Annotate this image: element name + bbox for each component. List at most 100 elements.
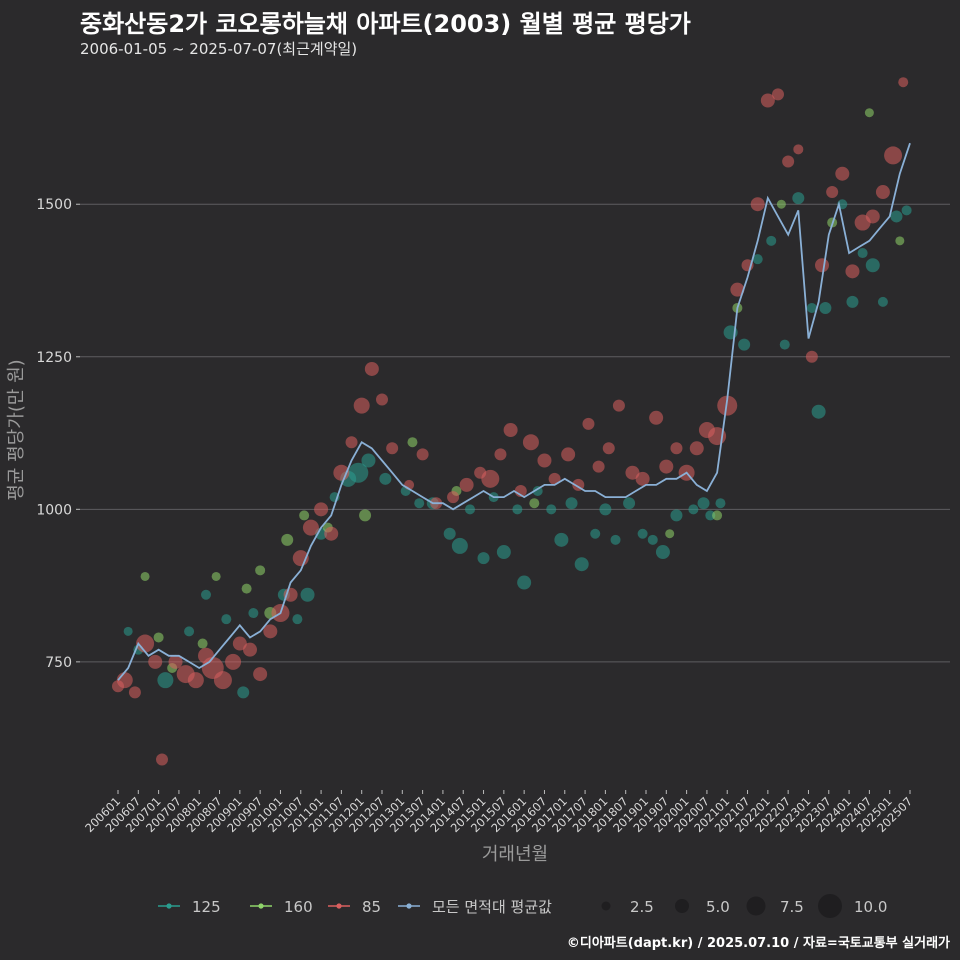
data-point-85 <box>625 465 640 480</box>
data-point-125 <box>610 534 621 545</box>
data-point-85 <box>592 460 605 473</box>
data-point-125 <box>766 235 777 246</box>
data-point-125 <box>623 497 636 510</box>
legend-key-dot <box>258 903 264 909</box>
data-point-85 <box>243 642 257 657</box>
data-point-125 <box>379 472 392 485</box>
data-point-125 <box>688 504 699 515</box>
data-point-125 <box>846 295 859 308</box>
data-point-85 <box>494 448 507 461</box>
data-point-125 <box>599 503 612 516</box>
data-point-125 <box>123 626 133 636</box>
size-legend-label: 10.0 <box>854 898 887 916</box>
source-caption: ©디아파트(dapt.kr) / 2025.07.10 / 자료=국토교통부 실… <box>566 936 950 951</box>
data-point-125 <box>512 504 523 515</box>
data-point-125 <box>715 498 726 509</box>
data-point-85 <box>459 477 474 492</box>
legend-key-dot <box>336 903 342 909</box>
data-point-125 <box>237 686 250 699</box>
data-point-85 <box>635 471 650 486</box>
data-point-125 <box>752 254 763 265</box>
data-point-85 <box>364 361 379 376</box>
data-point-125 <box>443 527 456 540</box>
data-point-85 <box>136 634 155 653</box>
data-point-125 <box>890 210 903 223</box>
data-point-85 <box>481 469 500 488</box>
data-point-125 <box>348 462 369 483</box>
data-point-125 <box>157 672 174 689</box>
data-point-160 <box>776 199 786 209</box>
data-point-85 <box>386 442 399 455</box>
data-point-85 <box>730 282 745 297</box>
data-point-85 <box>602 442 615 455</box>
data-point-85 <box>447 491 460 504</box>
data-point-85 <box>760 93 775 108</box>
data-point-85 <box>659 459 674 474</box>
size-legend-circle <box>675 899 689 913</box>
data-point-125 <box>779 339 790 350</box>
data-point-125 <box>546 504 557 515</box>
y-tick-label: 1500 <box>36 197 72 213</box>
y-axis-title: 평균 평당가(만 원) <box>6 359 27 500</box>
chart-subtitle: 2006-01-05 ~ 2025-07-07(최근계약일) <box>80 40 358 58</box>
y-tick-label: 1000 <box>36 502 72 518</box>
data-point-85 <box>263 624 278 639</box>
legend-label: 160 <box>284 898 313 916</box>
data-point-125 <box>877 296 888 307</box>
data-point-125 <box>517 575 532 590</box>
data-point-125 <box>477 552 490 565</box>
data-point-125 <box>819 301 832 314</box>
size-legend-circle <box>746 896 766 916</box>
data-point-85 <box>314 502 329 517</box>
data-point-85 <box>537 453 552 468</box>
data-point-125 <box>554 532 569 547</box>
data-point-85 <box>865 209 880 224</box>
legend-key-dot <box>406 903 412 909</box>
data-point-125 <box>901 205 912 216</box>
data-point-85 <box>302 519 319 536</box>
mean-line <box>117 142 911 681</box>
axes: 7501000125015002006012006072007012007072… <box>6 197 915 865</box>
data-point-85 <box>416 448 429 461</box>
data-point-85 <box>898 77 909 88</box>
size-legend-label: 5.0 <box>706 898 730 916</box>
data-point-85 <box>884 146 903 165</box>
data-point-160 <box>712 510 723 521</box>
data-point-85 <box>324 526 339 541</box>
data-point-85 <box>353 397 370 414</box>
data-point-160 <box>895 236 905 246</box>
data-point-85 <box>168 654 183 669</box>
mean-line-layer <box>117 142 911 681</box>
data-point-85 <box>815 258 829 273</box>
legend-label: 모든 면적대 평균값 <box>432 898 552 916</box>
data-point-160 <box>299 510 310 521</box>
data-point-85 <box>503 423 518 437</box>
data-point-125 <box>865 258 880 273</box>
data-point-160 <box>359 509 372 522</box>
y-tick-label: 750 <box>45 655 72 671</box>
data-point-125 <box>414 498 425 509</box>
data-point-125 <box>465 504 475 515</box>
size-legend-circle <box>601 901 611 911</box>
data-point-125 <box>451 537 468 554</box>
size-legend-label: 2.5 <box>630 898 654 916</box>
data-point-125 <box>590 528 601 539</box>
chart-title: 중화산동2가 코오롱하늘채 아파트(2003) 월별 평균 평당가 <box>80 10 691 38</box>
legend-label: 125 <box>192 898 221 916</box>
data-point-125 <box>637 528 648 539</box>
data-point-85 <box>582 417 595 430</box>
data-point-160 <box>407 437 418 448</box>
data-point-85 <box>649 410 664 425</box>
data-point-125 <box>647 534 658 545</box>
data-point-85 <box>805 350 818 363</box>
data-point-160 <box>140 571 150 581</box>
data-point-85 <box>253 667 268 682</box>
data-point-85 <box>232 636 247 651</box>
data-point-85 <box>225 653 242 670</box>
data-point-85 <box>128 686 141 699</box>
data-point-85 <box>826 186 839 199</box>
data-point-125 <box>300 587 315 602</box>
data-point-160 <box>153 632 164 643</box>
legend-label: 85 <box>362 898 381 916</box>
